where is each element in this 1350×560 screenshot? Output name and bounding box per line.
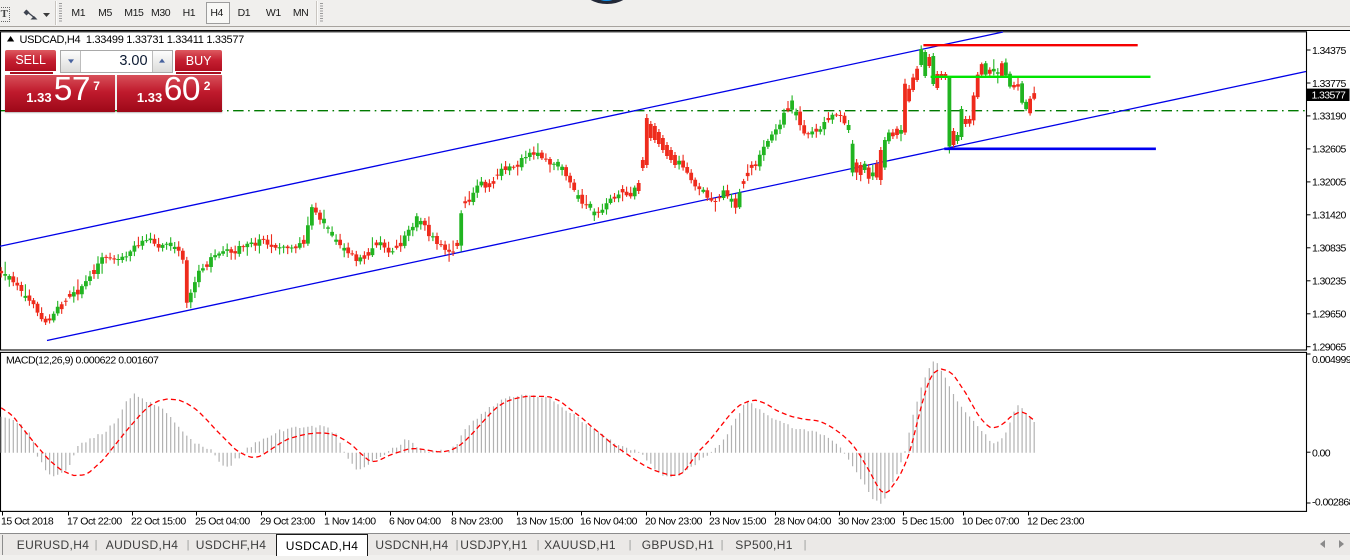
svg-text:16 Nov 04:00: 16 Nov 04:00	[580, 516, 638, 528]
svg-text:1.31420: 1.31420	[1312, 210, 1347, 222]
svg-text:13 Nov 15:00: 13 Nov 15:00	[516, 516, 574, 528]
svg-text:1.33775: 1.33775	[1312, 78, 1347, 90]
svg-text:MACD(12,26,9) 0.000622 0.00160: MACD(12,26,9) 0.000622 0.001607	[6, 355, 159, 367]
svg-text:23 Nov 15:00: 23 Nov 15:00	[709, 516, 767, 528]
svg-text:1.29065: 1.29065	[1312, 342, 1347, 354]
svg-text:0.004999: 0.004999	[1312, 354, 1350, 366]
svg-text:1 Nov 14:00: 1 Nov 14:00	[324, 516, 376, 528]
svg-text:6 Nov 04:00: 6 Nov 04:00	[389, 516, 441, 528]
svg-text:1.33577: 1.33577	[1312, 89, 1347, 101]
svg-text:1.29650: 1.29650	[1312, 309, 1347, 321]
svg-text:1.33190: 1.33190	[1312, 111, 1347, 123]
svg-text:1.30235: 1.30235	[1312, 276, 1347, 288]
svg-text:USDCAD,H4 1.33499 1.33731 1.3: USDCAD,H4 1.33499 1.33731 1.33411 1.3357…	[20, 34, 245, 46]
svg-text:15 Oct 2018: 15 Oct 2018	[1, 516, 54, 528]
svg-text:1.30835: 1.30835	[1312, 243, 1347, 255]
svg-text:29 Oct 23:00: 29 Oct 23:00	[260, 516, 315, 528]
svg-text:22 Oct 15:00: 22 Oct 15:00	[131, 516, 186, 528]
svg-text:30 Nov 23:00: 30 Nov 23:00	[838, 516, 896, 528]
svg-text:10 Dec 07:00: 10 Dec 07:00	[962, 516, 1020, 528]
svg-text:8 Nov 23:00: 8 Nov 23:00	[451, 516, 503, 528]
svg-text:28 Nov 04:00: 28 Nov 04:00	[774, 516, 832, 528]
svg-text:1.34375: 1.34375	[1312, 45, 1347, 57]
svg-text:5 Dec 15:00: 5 Dec 15:00	[902, 516, 954, 528]
svg-text:25 Oct 04:00: 25 Oct 04:00	[195, 516, 250, 528]
svg-text:-0.002868: -0.002868	[1312, 497, 1350, 509]
svg-text:0.00: 0.00	[1312, 448, 1331, 460]
svg-text:1.32005: 1.32005	[1312, 177, 1347, 189]
svg-text:20 Nov 23:00: 20 Nov 23:00	[645, 516, 703, 528]
svg-text:1.32605: 1.32605	[1312, 144, 1347, 156]
svg-text:12 Dec 23:00: 12 Dec 23:00	[1027, 516, 1085, 528]
svg-text:17 Oct 22:00: 17 Oct 22:00	[67, 516, 122, 528]
